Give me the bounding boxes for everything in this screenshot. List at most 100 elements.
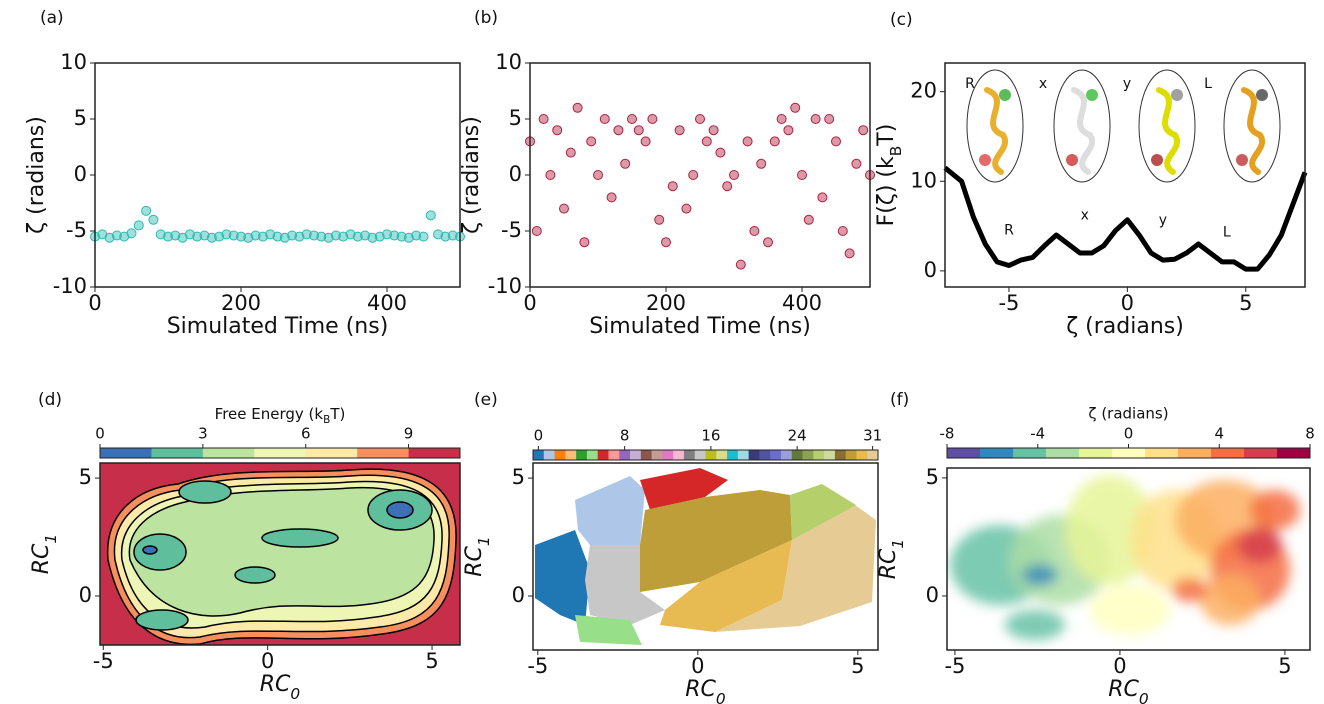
y-axis-label-part: 1 bbox=[42, 534, 60, 544]
atom-cluster bbox=[1256, 89, 1268, 101]
colorbar-swatch bbox=[306, 448, 358, 458]
density-blob bbox=[1022, 565, 1058, 585]
x-tick-label: 5 bbox=[1278, 654, 1291, 678]
colorbar-swatch bbox=[1244, 448, 1278, 458]
point bbox=[689, 171, 698, 180]
y-axis-label-part: RC bbox=[29, 543, 54, 574]
x-tick-label: 0 bbox=[1121, 291, 1134, 315]
colorbar-swatch bbox=[867, 450, 878, 460]
point bbox=[743, 137, 752, 146]
colorbar-swatch bbox=[1013, 448, 1047, 458]
colorbar-swatch bbox=[598, 450, 609, 460]
y-tick-label: 5 bbox=[509, 106, 522, 130]
density-blob bbox=[1238, 527, 1282, 563]
colorbar-swatch bbox=[727, 450, 738, 460]
y-tick-label: 0 bbox=[74, 162, 87, 186]
density-blob bbox=[1250, 490, 1300, 530]
point bbox=[811, 115, 820, 124]
x-tick-label: 0 bbox=[691, 654, 704, 678]
colorbar-swatch bbox=[846, 450, 857, 460]
x-tick-label: 0 bbox=[88, 291, 101, 315]
level-region bbox=[134, 534, 186, 570]
colorbar-swatch bbox=[662, 450, 673, 460]
x-axis-label: RC0 bbox=[260, 672, 301, 703]
y-axis-label-part: T) bbox=[874, 124, 899, 147]
panel-label: (a) bbox=[40, 8, 64, 28]
colorbar-swatch bbox=[695, 450, 706, 460]
colorbar-swatch bbox=[835, 450, 846, 460]
level-region bbox=[235, 567, 275, 583]
inset-label: x bbox=[1039, 76, 1047, 92]
point bbox=[621, 159, 630, 168]
colorbar-swatch bbox=[619, 450, 630, 460]
colorbar-tick-label: -4 bbox=[1030, 425, 1045, 443]
inset-label: L bbox=[1204, 76, 1212, 92]
point bbox=[648, 115, 657, 124]
colorbar-swatch bbox=[203, 448, 255, 458]
plot-frame bbox=[530, 63, 870, 287]
x-axis-label-part: 0 bbox=[1139, 690, 1149, 704]
colorbar-tick-label: 0 bbox=[534, 427, 544, 445]
colorbar-swatch bbox=[1112, 448, 1146, 458]
colorbar-swatch bbox=[1046, 448, 1080, 458]
annotation: x bbox=[1081, 207, 1089, 223]
point bbox=[791, 103, 800, 112]
point bbox=[614, 126, 623, 135]
density-blob bbox=[1090, 585, 1170, 635]
point bbox=[426, 211, 435, 220]
point bbox=[580, 238, 589, 247]
x-axis-label: RC0 bbox=[685, 677, 726, 704]
x-axis-label: Simulated Time (ns) bbox=[589, 314, 811, 339]
y-tick-label: 0 bbox=[79, 583, 92, 607]
y-axis-label-part: F(ζ) (k bbox=[874, 156, 899, 226]
point bbox=[798, 171, 807, 180]
y-axis-label: F(ζ) (kBT) bbox=[874, 124, 905, 227]
point bbox=[607, 193, 616, 202]
colorbar-label-part: T) bbox=[329, 405, 345, 423]
colorbar-swatch bbox=[813, 450, 824, 460]
colorbar-swatch bbox=[641, 450, 652, 460]
colorbar-swatch bbox=[803, 450, 814, 460]
point bbox=[634, 126, 643, 135]
panel-label: (e) bbox=[474, 390, 498, 410]
colorbar-tick-label: 4 bbox=[1214, 425, 1224, 443]
colorbar-tick-label: 31 bbox=[863, 427, 882, 445]
colorbar-swatch bbox=[357, 448, 409, 458]
colorbar-swatch bbox=[630, 450, 641, 460]
colorbar-tick-label: 0 bbox=[95, 425, 105, 443]
colorbar-swatch bbox=[673, 450, 684, 460]
colorbar-swatch bbox=[759, 450, 770, 460]
density-blob bbox=[1172, 578, 1208, 602]
level-region bbox=[179, 481, 231, 503]
y-tick-label: 5 bbox=[74, 106, 87, 130]
point bbox=[736, 260, 745, 269]
y-tick-label: 5 bbox=[512, 465, 525, 489]
colorbar-label: ζ (radians) bbox=[1088, 405, 1168, 423]
colorbar-swatch bbox=[576, 450, 587, 460]
colorbar-swatch bbox=[980, 448, 1014, 458]
y-axis-label-part: B bbox=[887, 146, 905, 157]
x-axis-label-part: RC bbox=[1108, 677, 1139, 702]
y-axis-label: RC1 bbox=[876, 539, 907, 579]
y-tick-label: -10 bbox=[488, 274, 522, 298]
y-tick-label: 10 bbox=[910, 168, 937, 192]
inset-label: y bbox=[1123, 76, 1131, 92]
point bbox=[573, 103, 582, 112]
point bbox=[668, 182, 677, 191]
density-blob bbox=[1200, 575, 1260, 625]
cluster-region bbox=[575, 476, 645, 545]
point bbox=[675, 126, 684, 135]
atom-cluster bbox=[1236, 154, 1248, 166]
annotation: R bbox=[1004, 223, 1014, 239]
plot-frame bbox=[95, 63, 460, 287]
point bbox=[149, 215, 158, 224]
y-tick-label: 5 bbox=[926, 465, 939, 489]
point bbox=[757, 159, 766, 168]
colorbar-swatch bbox=[533, 450, 544, 460]
point bbox=[594, 171, 603, 180]
point bbox=[566, 148, 575, 157]
point bbox=[546, 171, 555, 180]
colorbar-label: Free Energy (kBT) bbox=[215, 405, 346, 427]
colorbar-swatch bbox=[1178, 448, 1212, 458]
atom-cluster bbox=[1171, 89, 1183, 101]
